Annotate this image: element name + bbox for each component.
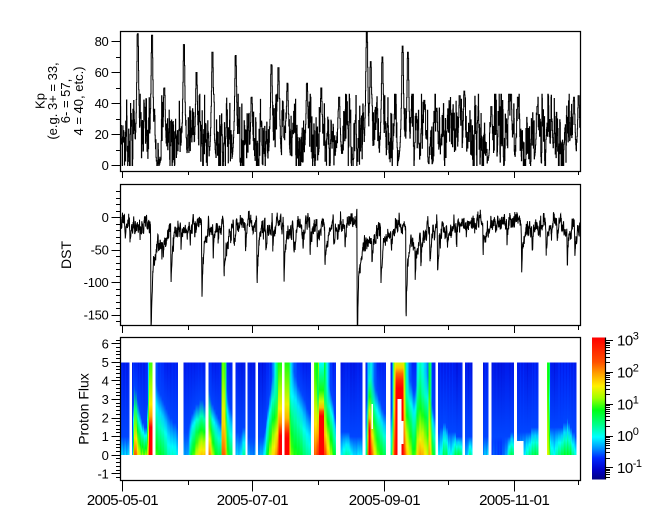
svg-text:2005-05-01: 2005-05-01 <box>87 492 158 509</box>
svg-text:2: 2 <box>102 411 109 426</box>
svg-text:40: 40 <box>95 96 109 111</box>
svg-text:0: 0 <box>102 158 109 173</box>
svg-text:-150: -150 <box>84 308 109 323</box>
svg-text:6: 6 <box>102 336 109 351</box>
svg-text:-100: -100 <box>84 275 109 290</box>
svg-text:2005-07-01: 2005-07-01 <box>217 492 288 509</box>
svg-text:0: 0 <box>102 210 109 225</box>
svg-text:5: 5 <box>102 355 109 370</box>
svg-text:-1: -1 <box>98 466 109 481</box>
svg-text:2005-09-01: 2005-09-01 <box>349 492 420 509</box>
svg-text:Proton Flux: Proton Flux <box>76 373 92 445</box>
svg-text:20: 20 <box>95 127 109 142</box>
svg-text:0: 0 <box>102 448 109 463</box>
svg-text:2005-11-01: 2005-11-01 <box>479 492 549 509</box>
svg-text:80: 80 <box>95 34 109 49</box>
svg-text:DST: DST <box>58 241 74 269</box>
svg-text:-50: -50 <box>91 243 109 258</box>
svg-text:1: 1 <box>102 429 109 444</box>
svg-text:4: 4 <box>102 374 109 389</box>
svg-text:3: 3 <box>102 392 109 407</box>
svg-text:60: 60 <box>95 65 109 80</box>
svg-text:4 = 40, etc.): 4 = 40, etc.) <box>71 66 86 135</box>
